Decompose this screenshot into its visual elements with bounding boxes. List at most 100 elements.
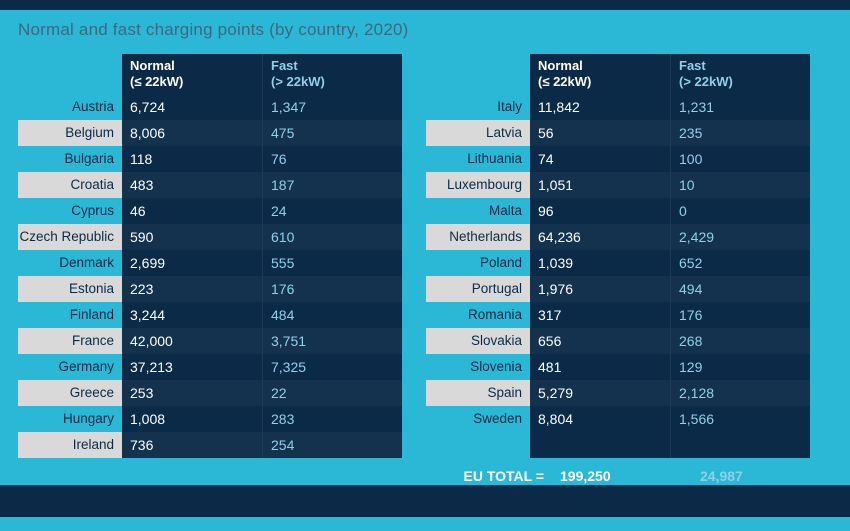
value-fast: 283 — [263, 406, 402, 432]
value-normal: 253 — [122, 380, 262, 406]
col-header-line1: Fast — [679, 58, 802, 74]
country-label: Austria — [18, 94, 122, 120]
country-label: Poland — [426, 250, 530, 276]
col-header-normal: Normal (≤ 22kW) — [530, 54, 670, 94]
country-label: Cyprus — [18, 198, 122, 224]
value-normal: 11,842 — [530, 94, 670, 120]
value-normal: 1,008 — [122, 406, 262, 432]
country-label: Malta — [426, 198, 530, 224]
country-label: Portugal — [426, 276, 530, 302]
country-label: Romania — [426, 302, 530, 328]
value-normal: 656 — [530, 328, 670, 354]
value-fast: 176 — [263, 276, 402, 302]
value-fast: 187 — [263, 172, 402, 198]
value-fast: 484 — [263, 302, 402, 328]
col-header-line1: Normal — [538, 58, 662, 74]
col-header-line2: (≤ 22kW) — [130, 74, 254, 90]
col-header-line2: (> 22kW) — [679, 74, 802, 90]
bottom-bar — [0, 485, 850, 517]
value-normal: 317 — [530, 302, 670, 328]
col-header-line1: Fast — [271, 58, 394, 74]
country-label: Greece — [18, 380, 122, 406]
value-normal: 481 — [530, 354, 670, 380]
value-normal: 8,804 — [530, 406, 670, 432]
country-label: Croatia — [18, 172, 122, 198]
col-header-normal: Normal (≤ 22kW) — [122, 54, 262, 94]
value-normal: 483 — [122, 172, 262, 198]
value-fast: 610 — [263, 224, 402, 250]
country-label: Hungary — [18, 406, 122, 432]
country-label: Netherlands — [426, 224, 530, 250]
value-fast: 652 — [671, 250, 810, 276]
totals-fast: 24,987 — [692, 468, 832, 484]
value-normal: 96 — [530, 198, 670, 224]
value-normal: 1,039 — [530, 250, 670, 276]
value-normal: 3,244 — [122, 302, 262, 328]
value-fast: 7,325 — [263, 354, 402, 380]
left-fast-column: Fast (> 22kW) 1,347475761872461055517648… — [262, 54, 402, 458]
left-table: AustriaBelgiumBulgariaCroatiaCyprusCzech… — [18, 54, 402, 458]
value-fast: 494 — [671, 276, 810, 302]
top-bar — [0, 0, 850, 10]
value-normal: 2,699 — [122, 250, 262, 276]
value-normal: 590 — [122, 224, 262, 250]
country-label: Czech Republic — [18, 224, 122, 250]
value-normal: 74 — [530, 146, 670, 172]
country-label: Spain — [426, 380, 530, 406]
value-normal: 56 — [530, 120, 670, 146]
country-label: Luxembourg — [426, 172, 530, 198]
value-normal: 8,006 — [122, 120, 262, 146]
value-normal: 1,976 — [530, 276, 670, 302]
country-label: Italy — [426, 94, 530, 120]
value-normal: 736 — [122, 432, 262, 458]
country-label: Sweden — [426, 406, 530, 432]
col-header-line1: Normal — [130, 58, 254, 74]
right-normal-column: Normal (≤ 22kW) 11,84256741,0519664,2361… — [530, 54, 670, 458]
col-header-fast: Fast (> 22kW) — [671, 54, 810, 94]
value-fast: 1,347 — [263, 94, 402, 120]
left-normal-column: Normal (≤ 22kW) 6,7248,006118483465902,6… — [122, 54, 262, 458]
country-label: Estonia — [18, 276, 122, 302]
tables-container: AustriaBelgiumBulgariaCroatiaCyprusCzech… — [0, 54, 850, 458]
country-label: Lithuania — [426, 146, 530, 172]
left-country-labels: AustriaBelgiumBulgariaCroatiaCyprusCzech… — [18, 54, 122, 458]
value-normal: 64,236 — [530, 224, 670, 250]
country-label: Slovakia — [426, 328, 530, 354]
value-normal: 42,000 — [122, 328, 262, 354]
totals-normal: 199,250 — [552, 468, 692, 484]
value-fast: 475 — [263, 120, 402, 146]
country-label: Denmark — [18, 250, 122, 276]
value-normal: 46 — [122, 198, 262, 224]
value-normal: 6,724 — [122, 94, 262, 120]
value-normal: 118 — [122, 146, 262, 172]
value-fast: 10 — [671, 172, 810, 198]
right-fast-column: Fast (> 22kW) 1,2312351001002,4296524941… — [670, 54, 810, 458]
value-fast: 176 — [671, 302, 810, 328]
value-fast: 2,128 — [671, 380, 810, 406]
value-fast: 76 — [263, 146, 402, 172]
value-fast: 268 — [671, 328, 810, 354]
value-normal: 37,213 — [122, 354, 262, 380]
right-country-labels: ItalyLatviaLithuaniaLuxembourgMaltaNethe… — [426, 54, 530, 458]
page-title: Normal and fast charging points (by coun… — [0, 10, 850, 54]
value-fast: 3,751 — [263, 328, 402, 354]
value-normal: 223 — [122, 276, 262, 302]
country-label: Belgium — [18, 120, 122, 146]
value-fast: 1,231 — [671, 94, 810, 120]
country-label: Slovenia — [426, 354, 530, 380]
country-label: Finland — [18, 302, 122, 328]
value-normal: 5,279 — [530, 380, 670, 406]
country-label: France — [18, 328, 122, 354]
value-fast: 22 — [263, 380, 402, 406]
right-table: ItalyLatviaLithuaniaLuxembourgMaltaNethe… — [426, 54, 810, 458]
value-fast: 0 — [671, 198, 810, 224]
col-header-fast: Fast (> 22kW) — [263, 54, 402, 94]
value-fast: 1,566 — [671, 406, 810, 432]
value-fast: 2,429 — [671, 224, 810, 250]
col-header-line2: (> 22kW) — [271, 74, 394, 90]
value-fast: 100 — [671, 146, 810, 172]
value-fast: 235 — [671, 120, 810, 146]
totals-label: EU TOTAL = — [448, 468, 552, 484]
value-normal: 1,051 — [530, 172, 670, 198]
value-fast: 254 — [263, 432, 402, 458]
